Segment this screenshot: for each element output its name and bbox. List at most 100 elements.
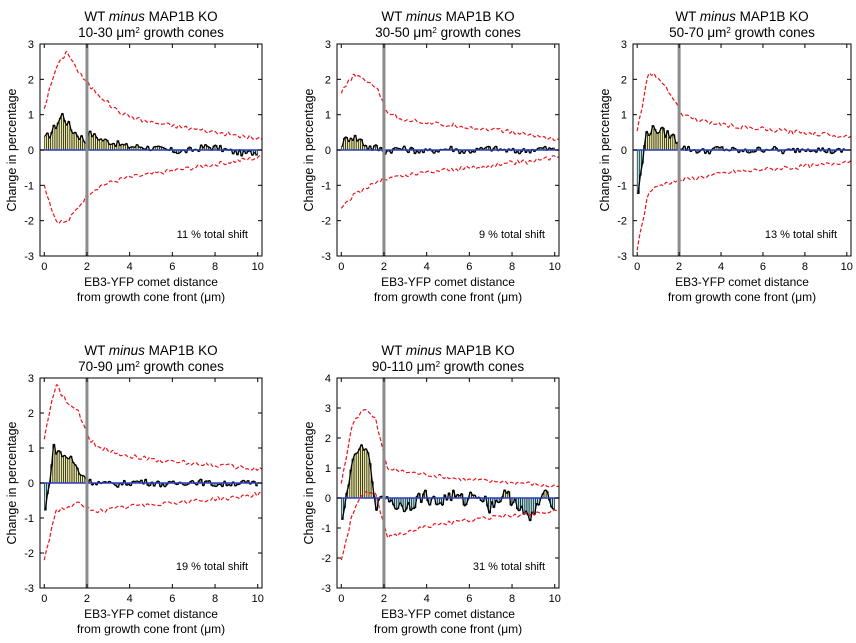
axes-box	[336, 377, 560, 589]
title-prefix: WT	[675, 9, 700, 24]
bar	[657, 132, 661, 151]
bar	[358, 448, 361, 499]
title-italic: minus	[109, 9, 145, 24]
ci-upper-line	[340, 409, 559, 488]
x-tick-label: 8	[802, 261, 808, 273]
y-tick-label: -2	[24, 548, 34, 560]
bar	[655, 132, 659, 151]
y-tick-label: 3	[325, 39, 331, 51]
bar	[93, 133, 96, 151]
shift-annotation: 13 % total shift	[765, 229, 837, 241]
y-tick-label: 0	[28, 478, 34, 490]
y-axis-label: Change in percentage	[302, 88, 316, 211]
x-tick-label: 4	[424, 261, 430, 273]
x-tick-label: 4	[127, 593, 133, 605]
panel-title: WT minus MAP1B KO	[84, 343, 217, 358]
x-axis-label: EB3-YFP comet distance	[675, 275, 809, 289]
bar	[90, 136, 94, 151]
x-tick-label: 0	[634, 261, 640, 273]
x-axis-label: EB3-YFP comet distance	[381, 275, 515, 289]
ci-lower-line	[43, 491, 262, 561]
y-tick-label: 3	[28, 39, 34, 51]
bar	[347, 141, 351, 151]
bar	[674, 142, 678, 151]
x-tick-label: 2	[84, 593, 90, 605]
bar	[97, 139, 101, 151]
mean-curve	[637, 124, 847, 194]
ci-upper-line	[43, 50, 262, 141]
title-suffix: MAP1B KO	[442, 343, 515, 358]
x-tick-label: 10	[549, 593, 561, 605]
shift-annotation: 31 % total shift	[473, 561, 545, 573]
bar	[43, 135, 47, 151]
title-prefix: WT	[381, 9, 406, 24]
x-axis-label-2: from growth cone front (μm)	[77, 290, 225, 304]
panel-subtitle: 30-50 μm2 growth cones	[375, 25, 521, 40]
y-tick-label: 1	[28, 443, 34, 455]
y-axis-label: Change in percentage	[598, 88, 612, 211]
y-axis-label: Change in percentage	[5, 421, 19, 544]
panel-title: WT minus MAP1B KO	[381, 9, 514, 24]
y-tick-label: 2	[325, 74, 331, 86]
panel-title: WT minus MAP1B KO	[675, 9, 808, 24]
x-tick-label: 10	[252, 261, 264, 273]
y-tick-label: -3	[321, 583, 331, 595]
bar	[653, 129, 657, 151]
x-axis-label-2: from growth cone front (μm)	[668, 290, 816, 304]
title-italic: minus	[109, 343, 145, 358]
bar	[61, 456, 64, 484]
title-suffix: MAP1B KO	[145, 343, 218, 358]
x-tick-label: 0	[41, 261, 47, 273]
title-prefix: WT	[84, 9, 109, 24]
bar	[58, 451, 62, 484]
bar	[58, 117, 62, 151]
bar	[520, 497, 524, 507]
y-tick-label: 0	[325, 145, 331, 157]
y-tick-label: -1	[321, 180, 331, 192]
x-tick-label: 0	[41, 593, 47, 605]
y-tick-label: 0	[28, 145, 34, 157]
x-axis-label-2: from growth cone front (μm)	[374, 290, 522, 304]
x-tick-label: 6	[169, 593, 175, 605]
panel-subtitle: 70-90 μm2 growth cones	[78, 359, 224, 374]
bar	[69, 455, 73, 484]
shift-annotation: 9 % total shift	[479, 229, 545, 241]
y-tick-label: -3	[24, 251, 34, 263]
title-suffix: MAP1B KO	[736, 9, 809, 24]
title-suffix: MAP1B KO	[442, 9, 515, 24]
x-tick-label: 10	[841, 261, 853, 273]
y-axis-label: Change in percentage	[5, 88, 19, 211]
x-tick-label: 8	[212, 261, 218, 273]
x-tick-label: 2	[381, 261, 387, 273]
y-tick-label: 1	[325, 463, 331, 475]
ci-lower-line	[340, 491, 559, 561]
bar	[73, 464, 77, 484]
title-prefix: WT	[381, 343, 406, 358]
y-tick-label: 1	[325, 110, 331, 122]
bar	[647, 135, 651, 151]
y-tick-label: 1	[621, 110, 627, 122]
x-tick-label: 2	[676, 261, 682, 273]
bar	[103, 138, 107, 151]
panel-subtitle: 50-70 μm2 growth cones	[669, 25, 815, 40]
title-italic: minus	[700, 9, 736, 24]
ci-upper-line	[43, 384, 262, 471]
y-tick-label: -1	[24, 180, 34, 192]
y-tick-label: 2	[28, 74, 34, 86]
ci-upper-line	[340, 73, 559, 142]
y-tick-label: -3	[24, 583, 34, 595]
y-tick-label: -3	[321, 251, 331, 263]
bar	[65, 457, 69, 484]
x-tick-label: 10	[549, 261, 561, 273]
bars	[340, 134, 556, 155]
bar	[664, 136, 667, 151]
y-tick-label: -1	[321, 523, 331, 535]
shift-annotation: 19 % total shift	[176, 561, 248, 573]
bar	[659, 127, 663, 151]
y-tick-label: 3	[28, 373, 34, 385]
x-tick-label: 10	[252, 593, 264, 605]
x-tick-label: 0	[338, 261, 344, 273]
ci-lower-line	[43, 155, 262, 224]
y-tick-label: 2	[325, 433, 331, 445]
